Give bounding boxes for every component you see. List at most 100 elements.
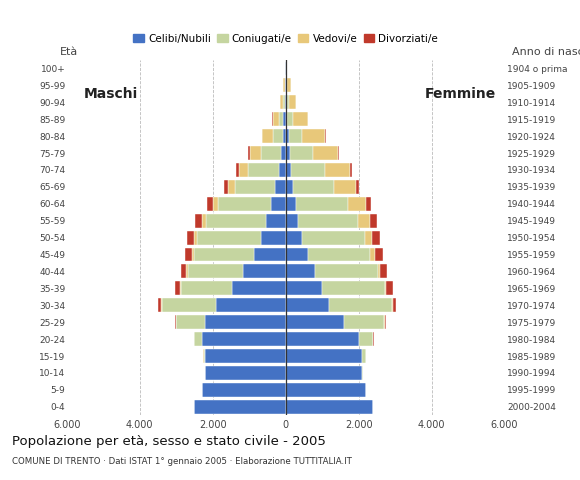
Text: Femmine: Femmine [425, 87, 496, 101]
Bar [367, 197, 371, 211]
Bar [194, 231, 197, 244]
Bar [375, 248, 383, 262]
Bar [194, 400, 286, 414]
Bar [285, 96, 286, 109]
Bar [242, 264, 286, 278]
Bar [261, 146, 281, 160]
Bar [276, 180, 286, 194]
Bar [236, 163, 239, 177]
Bar [338, 146, 339, 160]
Text: Anno di nascita: Anno di nascita [512, 47, 580, 57]
Bar [224, 180, 228, 194]
Bar [286, 366, 362, 380]
Bar [191, 248, 194, 262]
Text: COMUNE DI TRENTO · Dati ISTAT 1° gennaio 2005 · Elaborazione TUTTITALIA.IT: COMUNE DI TRENTO · Dati ISTAT 1° gennaio… [12, 457, 351, 466]
Text: Popolazione per età, sesso e stato civile - 2005: Popolazione per età, sesso e stato civil… [12, 435, 325, 448]
Bar [286, 146, 290, 160]
Bar [280, 96, 282, 109]
Bar [286, 264, 315, 278]
Bar [286, 281, 322, 295]
Bar [287, 78, 291, 92]
Bar [356, 180, 358, 194]
Bar [213, 197, 218, 211]
Bar [287, 96, 289, 109]
Bar [286, 78, 287, 92]
Bar [248, 163, 279, 177]
Bar [372, 231, 380, 244]
Bar [185, 248, 191, 262]
Bar [162, 299, 216, 312]
Bar [180, 281, 231, 295]
Bar [206, 214, 266, 228]
Bar [307, 248, 370, 262]
Bar [249, 146, 261, 160]
Bar [286, 112, 288, 126]
Bar [286, 231, 302, 244]
Bar [385, 281, 386, 295]
Bar [286, 197, 296, 211]
Bar [273, 112, 279, 126]
Bar [261, 231, 286, 244]
Bar [195, 214, 202, 228]
Bar [362, 349, 366, 363]
Bar [370, 248, 375, 262]
Legend: Celibi/Nubili, Coniugati/e, Vedovi/e, Divorziati/e: Celibi/Nubili, Coniugati/e, Vedovi/e, Di… [129, 29, 442, 48]
Bar [322, 281, 385, 295]
Bar [286, 332, 358, 346]
Bar [186, 264, 188, 278]
Bar [380, 264, 387, 278]
Bar [325, 163, 350, 177]
Bar [216, 299, 286, 312]
Bar [181, 264, 186, 278]
Bar [350, 163, 353, 177]
Bar [358, 332, 374, 346]
Bar [187, 231, 194, 244]
Text: Età: Età [59, 47, 78, 57]
Bar [282, 96, 285, 109]
Bar [288, 112, 293, 126]
Bar [194, 248, 254, 262]
Bar [286, 61, 287, 75]
Bar [228, 180, 235, 194]
Bar [284, 112, 286, 126]
Bar [289, 129, 302, 143]
Bar [273, 129, 282, 143]
Bar [325, 129, 326, 143]
Bar [289, 96, 296, 109]
Bar [158, 299, 161, 312]
Bar [235, 180, 276, 194]
Bar [286, 163, 291, 177]
Bar [344, 315, 384, 329]
Bar [286, 315, 344, 329]
Bar [286, 349, 362, 363]
Bar [262, 129, 273, 143]
Bar [188, 264, 242, 278]
Bar [293, 180, 334, 194]
Bar [293, 112, 307, 126]
Bar [302, 129, 325, 143]
Bar [176, 315, 205, 329]
Bar [205, 315, 286, 329]
Bar [286, 248, 307, 262]
Bar [348, 197, 367, 211]
Bar [248, 146, 249, 160]
Bar [205, 366, 286, 380]
Bar [286, 299, 329, 312]
Bar [266, 214, 286, 228]
Bar [218, 197, 271, 211]
Bar [334, 180, 356, 194]
Text: Maschi: Maschi [84, 87, 137, 101]
Bar [286, 214, 299, 228]
Bar [204, 349, 205, 363]
Bar [385, 315, 386, 329]
Bar [284, 78, 285, 92]
Bar [291, 163, 325, 177]
Bar [315, 264, 378, 278]
Bar [286, 96, 287, 109]
Bar [286, 129, 289, 143]
Bar [286, 180, 293, 194]
Bar [313, 146, 338, 160]
Bar [197, 231, 261, 244]
Bar [393, 299, 396, 312]
Bar [370, 214, 377, 228]
